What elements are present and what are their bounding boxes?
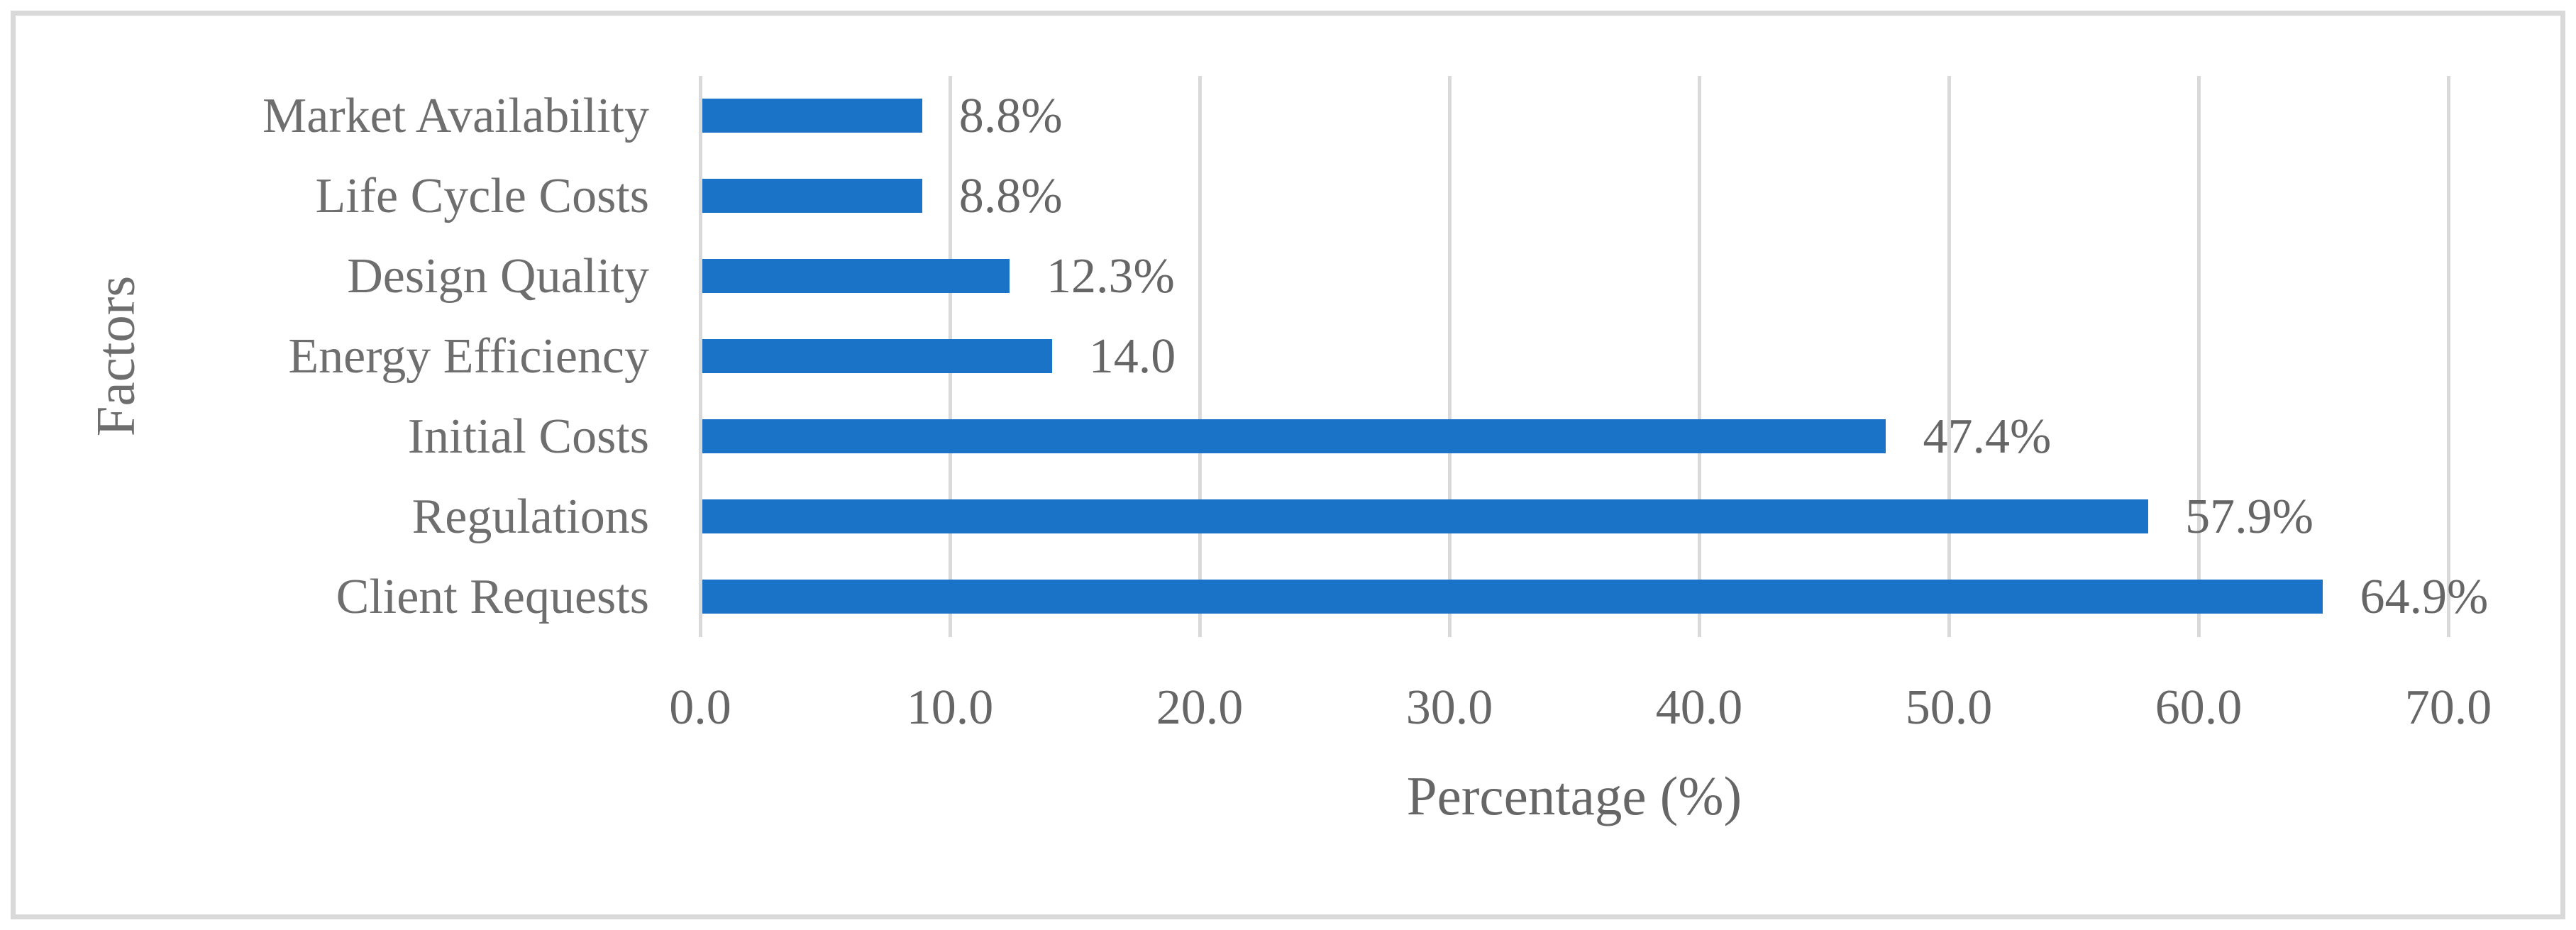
- bar: [702, 419, 1886, 453]
- category-row: Initial Costs 47.4%: [0, 397, 2576, 477]
- x-axis-tick-label: 10.0: [906, 680, 994, 735]
- x-axis-title: Percentage (%): [1406, 765, 1742, 826]
- data-label: 64.9%: [2360, 570, 2489, 624]
- gridline: [1697, 76, 1701, 637]
- gridline: [2446, 76, 2450, 637]
- chart-border-frame: [11, 11, 2565, 919]
- category-row: Market Availability 8.8%: [0, 76, 2576, 156]
- x-axis-tick-label: 30.0: [1405, 680, 1493, 735]
- x-axis-tick-label: 70.0: [2404, 680, 2492, 735]
- gridline: [2196, 76, 2201, 637]
- bar: [702, 259, 1010, 293]
- data-label: 8.8%: [958, 89, 1063, 143]
- category-label: Life Cycle Costs: [315, 169, 649, 223]
- gridline: [1947, 76, 1951, 637]
- gridline: [1198, 76, 1202, 637]
- bar: [702, 179, 922, 213]
- category-label: Client Requests: [336, 570, 649, 624]
- category-row: Regulations 57.9%: [0, 477, 2576, 557]
- category-label: Energy Efficiency: [288, 329, 649, 384]
- category-row: Energy Efficiency 14.0: [0, 316, 2576, 397]
- data-label: 47.4%: [1923, 409, 2052, 464]
- category-row: Life Cycle Costs 8.8%: [0, 156, 2576, 236]
- gridline: [698, 76, 702, 637]
- data-label: 57.9%: [2185, 489, 2314, 544]
- data-label: 14.0: [1088, 329, 1176, 384]
- x-axis-tick-label: 0.0: [669, 680, 731, 735]
- category-label: Market Availability: [262, 89, 649, 143]
- category-label: Regulations: [411, 489, 649, 544]
- category-label: Design Quality: [347, 249, 649, 304]
- category-label: Initial Costs: [407, 409, 649, 464]
- bar: [702, 580, 2323, 614]
- x-axis-tick-label: 50.0: [1905, 680, 1993, 735]
- bar: [702, 339, 1052, 373]
- data-label: 12.3%: [1046, 249, 1175, 304]
- bar: [702, 499, 2149, 533]
- x-axis-tick-label: 60.0: [2155, 680, 2243, 735]
- category-row: Design Quality 12.3%: [0, 236, 2576, 316]
- x-axis-tick-label: 20.0: [1156, 680, 1244, 735]
- gridline: [1447, 76, 1452, 637]
- x-axis-tick-label: 40.0: [1655, 680, 1743, 735]
- bar: [702, 99, 922, 133]
- category-row: Client Requests 64.9%: [0, 557, 2576, 637]
- data-label: 8.8%: [958, 169, 1063, 223]
